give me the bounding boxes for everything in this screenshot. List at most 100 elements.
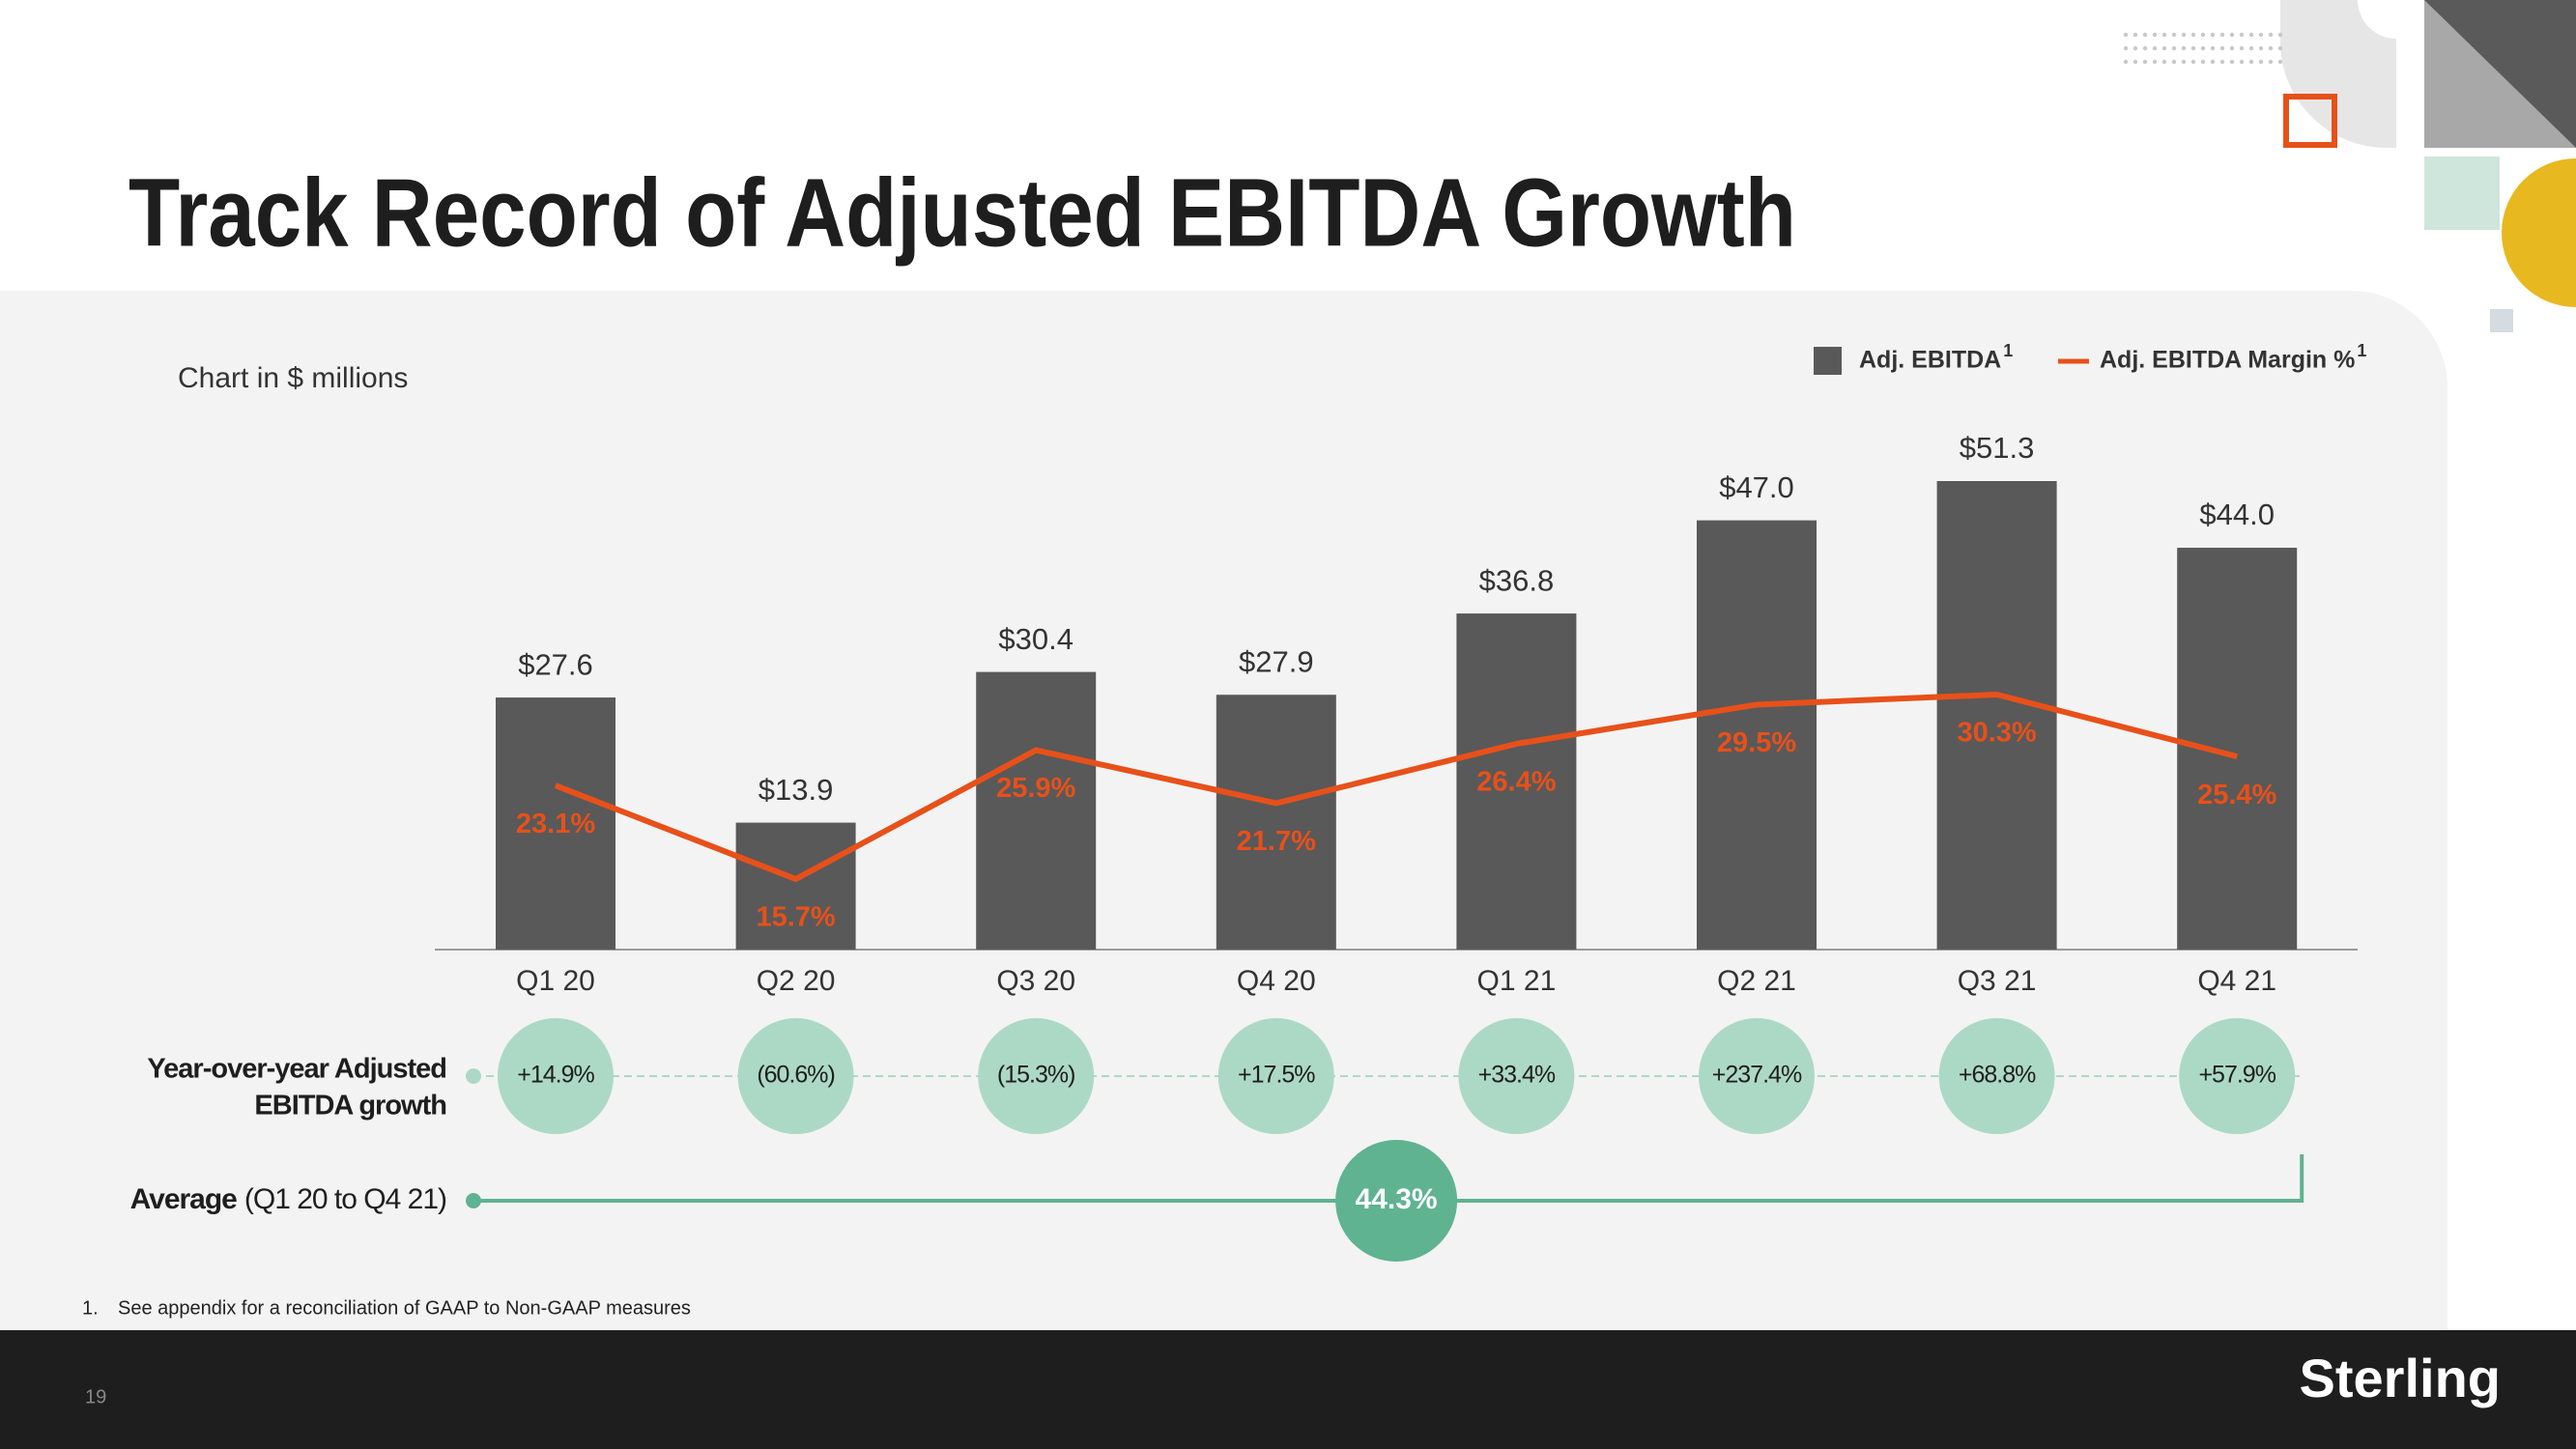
dot — [2210, 32, 2216, 38]
line-value-label: 29.5% — [1717, 727, 1796, 758]
small-square — [2490, 309, 2513, 332]
bar — [735, 822, 856, 950]
dot — [2210, 45, 2216, 51]
x-tick-label: Q4 21 — [2197, 965, 2276, 997]
growth-bubble — [1699, 1018, 1815, 1134]
page-number: 19 — [85, 1386, 106, 1407]
bar — [1936, 481, 2057, 950]
growth-bubble — [737, 1018, 854, 1134]
average-bubble — [1335, 1140, 1458, 1262]
chart: Q1 20 Q2 20 Q3 20 Q4 20 Q1 21 Q2 21 Q3 21 Q4 21… — [130, 341, 2366, 1262]
dot — [2190, 59, 2196, 65]
slide-title: Track Record of Adjusted EBITDA Growth — [129, 158, 1796, 267]
x-tick-label: Q2 21 — [1717, 965, 1796, 997]
growth-bubble — [978, 1018, 1095, 1134]
dot-grid — [2123, 32, 2283, 65]
dot — [2152, 59, 2158, 65]
average-row-label: Average (Q1 20 to Q4 21) — [130, 1183, 446, 1215]
average-label: Average — [130, 1183, 238, 1215]
growth-value-label: +14.9% — [517, 1062, 594, 1089]
x-tick-label: Q3 21 — [1958, 965, 2037, 997]
dot — [2210, 59, 2216, 65]
dot — [2200, 45, 2206, 51]
growth-value-label: (60.6%) — [757, 1062, 835, 1089]
dot — [2239, 45, 2245, 51]
bar-value-label: $47.0 — [1719, 470, 1794, 504]
growth-row-label: EBITDA growth — [254, 1091, 446, 1122]
dot — [2190, 32, 2196, 38]
average-bracket — [473, 1154, 2304, 1203]
dot — [2239, 59, 2245, 65]
arc-shape — [2280, 0, 2396, 148]
legend-label: Adj. EBITDA — [1859, 347, 2001, 374]
legend-footnote-mark: 1 — [2357, 341, 2366, 360]
orange-square — [2283, 94, 2337, 148]
dot — [2277, 59, 2283, 65]
dot — [2229, 59, 2235, 65]
dot — [2268, 59, 2274, 65]
dot — [2142, 45, 2148, 51]
growth-bubble — [1938, 1018, 2055, 1134]
growth-bubble — [1458, 1018, 1575, 1134]
margin-line — [554, 692, 2238, 882]
growth-value-label: +17.5% — [1238, 1062, 1315, 1089]
mint-block — [2424, 156, 2500, 230]
x-tick-label: Q3 20 — [996, 965, 1075, 997]
average-value-label: 44.3% — [1356, 1183, 1438, 1215]
dot — [2248, 32, 2254, 38]
dot — [2181, 59, 2187, 65]
dot — [2123, 32, 2129, 38]
line-value-label: 23.1% — [516, 809, 595, 839]
dot — [2200, 59, 2206, 65]
average-range: (Q1 20 to Q4 21) — [244, 1183, 446, 1215]
growth-value-label: +57.9% — [2198, 1062, 2275, 1089]
growth-row-label: Year-over-year Adjusted — [147, 1054, 446, 1085]
bar — [1216, 695, 1336, 950]
dot — [2171, 45, 2177, 51]
dot — [2219, 45, 2225, 51]
dot — [2268, 32, 2274, 38]
dot — [2258, 45, 2264, 51]
bar-value-label: $13.9 — [758, 773, 834, 807]
bar — [1456, 613, 1577, 950]
footer-bar — [0, 1330, 2576, 1449]
growth-bubble — [1217, 1018, 1334, 1134]
bar-value-label: $36.8 — [1479, 563, 1555, 597]
dot — [2258, 59, 2264, 65]
bar-value-label: $51.3 — [1960, 431, 2035, 465]
dot — [2248, 59, 2254, 65]
dot — [2142, 32, 2148, 38]
dot — [2161, 59, 2167, 65]
footnote-number: 1. — [82, 1297, 99, 1319]
logo: Sterling — [2300, 1348, 2501, 1408]
dot — [2142, 59, 2148, 65]
x-tick-label: Q1 21 — [1477, 965, 1557, 997]
x-tick-label: Q2 20 — [757, 965, 836, 997]
x-tick-label: Q1 20 — [516, 965, 595, 997]
bar — [976, 671, 1097, 950]
dot — [2132, 32, 2138, 38]
footnote-text: See appendix for a reconciliation of GAA… — [118, 1297, 691, 1319]
dot — [2258, 32, 2264, 38]
bar-value-label: $30.4 — [998, 622, 1073, 656]
dot — [2219, 32, 2225, 38]
growth-bubble — [2179, 1018, 2296, 1134]
dark-triangle — [2424, 0, 2576, 148]
dot — [2132, 45, 2138, 51]
yellow-circle — [2502, 158, 2576, 307]
dot — [2181, 32, 2187, 38]
bar-value-label: $27.6 — [518, 647, 593, 681]
growth-bubble — [498, 1018, 614, 1134]
dot — [2171, 59, 2177, 65]
legend-label: Adj. EBITDA Margin % — [2100, 347, 2355, 374]
dot — [2229, 32, 2235, 38]
x-tick-label: Q4 20 — [1237, 965, 1316, 997]
dot — [2161, 45, 2167, 51]
growth-start-dot — [466, 1068, 481, 1084]
dot — [2123, 45, 2129, 51]
dot — [2132, 59, 2138, 65]
dot — [2190, 45, 2196, 51]
line-value-label: 21.7% — [1237, 826, 1316, 857]
chart-subtitle: Chart in $ millions — [178, 362, 408, 394]
